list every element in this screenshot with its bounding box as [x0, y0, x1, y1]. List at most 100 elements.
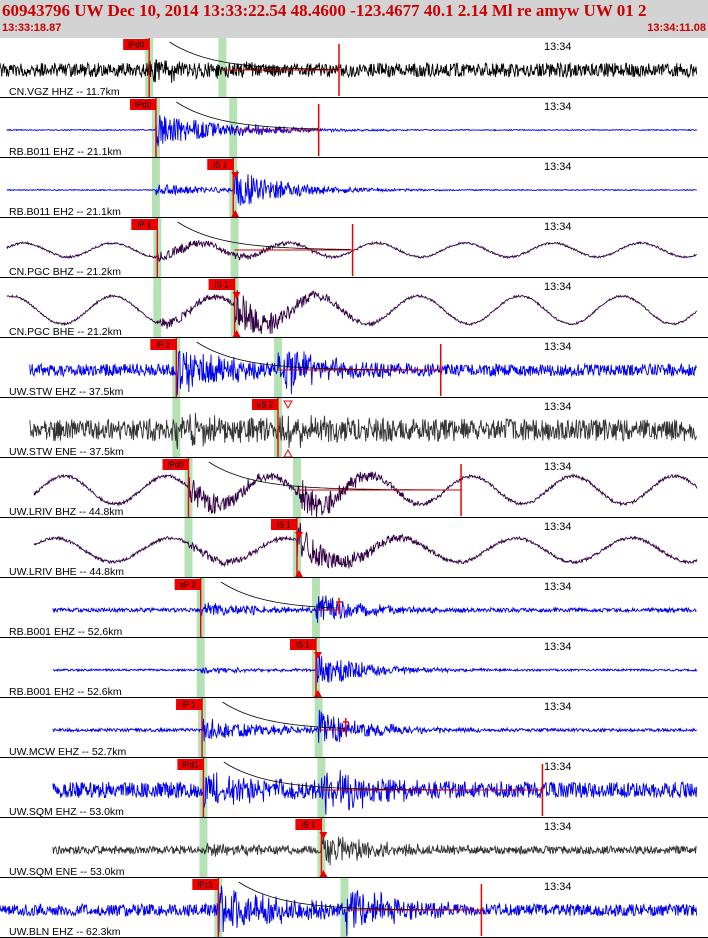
p-pick-band [196, 638, 205, 698]
waveform [0, 59, 698, 83]
coda-decay-curve [208, 461, 460, 491]
trace-panel: iPd0 13:34 RB.B011 EHZ -- 21.1km [0, 98, 708, 158]
pick-flag-label: iS 1 [215, 281, 229, 290]
trace-panel: iPd0 13:34 CN.VGZ HHZ -- 11.7km [0, 38, 708, 98]
pick-flag [289, 639, 316, 650]
trace-panel: iP 1 13:34 UW.STW EHZ -- 37.5km [0, 338, 708, 398]
pick-flag [208, 279, 235, 290]
s-pick-band [230, 218, 239, 278]
trace-panel: eS 2 13:34 UW.STW ENE -- 37.5km [0, 398, 708, 458]
minute-tick-label: 13:34 [544, 461, 572, 473]
minute-tick-label: 13:34 [544, 221, 572, 233]
waveform [0, 885, 698, 936]
pick-flag [162, 459, 189, 470]
minute-tick-label: 13:34 [544, 701, 572, 713]
minute-tick-label: 13:34 [544, 821, 572, 833]
pick-flag-label: iP 1 [137, 221, 151, 230]
minute-tick-label: 13:34 [544, 101, 572, 113]
trace-panel: iS 1 13:34 RB.B011 EH2 -- 21.1km [0, 158, 708, 218]
minute-tick-label: 13:34 [544, 401, 572, 413]
pick-flag-label: iPd0 [128, 41, 145, 50]
pick-flag [192, 879, 219, 890]
channel-label: UW.BLN EHZ -- 62.3km [9, 926, 121, 938]
p-pick-band [153, 278, 162, 338]
channel-label: UW.STW EHZ -- 37.5km [9, 386, 124, 398]
waveform [52, 834, 697, 866]
channel-label: RB.B011 EHZ -- 21.1km [9, 146, 122, 158]
pick-flag-label: iP 1 [182, 701, 196, 710]
minute-tick-label: 13:34 [544, 341, 572, 353]
s-pick-band [311, 578, 320, 638]
channel-label: UW.MCW EHZ -- 52.7km [9, 746, 127, 758]
waveform [52, 653, 698, 683]
trace-panel: eP 2 13:34 RB.B001 EHZ -- 52.6km [0, 578, 708, 638]
channel-label: CN.PGC BHE -- 21.2km [9, 326, 122, 338]
pick-flag [295, 819, 322, 830]
coda-decay-curve [177, 221, 351, 250]
pick-flag-label: iPd0 [167, 461, 184, 470]
pick-flag [131, 219, 158, 230]
waveform [29, 412, 697, 450]
pick-flag [129, 99, 156, 110]
p-pick-band [184, 518, 193, 578]
channel-label: CN.PGC BHZ -- 21.2km [9, 266, 121, 278]
trace-panel: iPc1 13:34 UW.BLN EHZ -- 62.3km [0, 878, 708, 938]
waveform [6, 290, 698, 335]
trace-panel: iS 1 13:34 UW.SQM ENE -- 53.0km [0, 818, 708, 878]
channel-label: RB.B011 EH2 -- 21.1km [9, 206, 121, 218]
waveform [33, 522, 698, 569]
header-bar: 60943796 UW Dec 10, 2014 13:33:22.54 48.… [0, 0, 708, 38]
minute-tick-label: 13:34 [544, 881, 572, 893]
minute-tick-label: 13:34 [544, 641, 572, 653]
pick-flag [123, 39, 150, 50]
waveform [29, 350, 697, 395]
waveform [6, 170, 697, 206]
s-pick-band [292, 458, 301, 518]
pick-flag-label: iS 1 [213, 161, 227, 170]
channel-label: UW.LRIV BHZ -- 44.8km [9, 506, 124, 518]
pick-flag-label: iPc1 [198, 881, 214, 890]
channel-label: UW.SQM EHZ -- 53.0km [9, 806, 124, 818]
seismogram-panels: iPd0 13:34 CN.VGZ HHZ -- 11.7km iPd0 13:34 RB… [0, 38, 708, 938]
trace-panel: iPd0 13:34 UW.LRIV BHZ -- 44.8km [0, 458, 708, 518]
pick-flag-label: eP 2 [180, 581, 197, 590]
pick-flag-label: iPd1 [182, 761, 199, 770]
waveform [52, 595, 697, 623]
pick-flag-label: eS 2 [257, 401, 274, 410]
channel-label: RB.B001 EH2 -- 52.6km [9, 686, 122, 698]
minute-tick-label: 13:34 [544, 761, 572, 773]
pick-flag-label: iS 1 [277, 521, 291, 530]
channel-label: UW.SQM ENE -- 53.0km [9, 866, 125, 878]
waveform [6, 240, 697, 262]
s-pick-band [340, 878, 349, 938]
channel-label: RB.B001 EHZ -- 52.6km [9, 626, 122, 638]
trace-panel: iS 1 13:34 CN.PGC BHE -- 21.2km [0, 278, 708, 338]
channel-label: UW.STW ENE -- 37.5km [9, 446, 124, 458]
minute-tick-label: 13:34 [544, 581, 572, 593]
coda-decay-curve [169, 41, 339, 70]
waveform [52, 709, 698, 744]
coda-decay-curve [222, 701, 345, 729]
coda-decay-curve [176, 101, 319, 130]
event-title: 60943796 UW Dec 10, 2014 13:33:22.54 48.… [2, 1, 647, 20]
p-pick-band [199, 818, 208, 878]
pick-flag-label: iS 1 [296, 641, 310, 650]
waveform [52, 770, 698, 815]
s-marker-triangle [283, 400, 293, 410]
p-pick-band [151, 158, 160, 218]
pick-flag [177, 759, 204, 770]
trace-panel: iP 1 13:34 CN.PGC BHZ -- 21.2km [0, 218, 708, 278]
pick-flag-label: iP 1 [156, 341, 170, 350]
minute-tick-label: 13:34 [544, 41, 572, 53]
pick-flag [174, 579, 201, 590]
coda-decay-curve [223, 761, 543, 791]
minute-tick-label: 13:34 [544, 521, 572, 533]
s-marker-triangle [283, 448, 293, 458]
time-start: 13:33:18.87 [2, 22, 62, 34]
waveform [33, 471, 698, 518]
channel-label: UW.LRIV BHE -- 44.8km [9, 566, 124, 578]
trace-panel: iS 1 13:34 UW.LRIV BHE -- 44.8km [0, 518, 708, 578]
channel-label: CN.VGZ HHZ -- 11.7km [9, 86, 120, 98]
trace-panel: iS 1 13:34 RB.B001 EH2 -- 52.6km [0, 638, 708, 698]
trace-panel: iP 1 13:34 UW.MCW EHZ -- 52.7km [0, 698, 708, 758]
